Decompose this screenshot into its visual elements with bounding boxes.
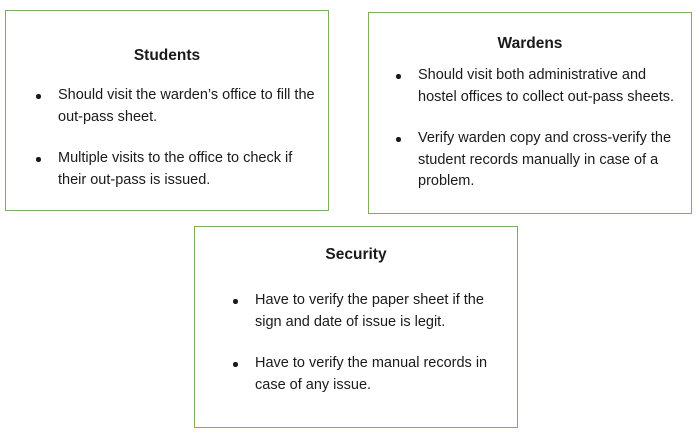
wardens-card: Wardens Should visit both administrative… [368, 12, 692, 214]
bullet-dot-icon [396, 74, 401, 79]
wardens-bullet-text: Verify warden copy and cross-verify the … [418, 130, 672, 189]
wardens-bullet-list: Should visit both administrative and hos… [396, 65, 681, 193]
students-card: Students Should visit the warden’s offic… [5, 10, 329, 211]
wardens-bullet-item: Should visit both administrative and hos… [396, 65, 681, 108]
students-bullet-list: Should visit the warden’s office to fill… [36, 85, 316, 191]
students-bullet-item: Multiple visits to the office to check i… [36, 148, 316, 191]
security-card: Security Have to verify the paper sheet … [194, 226, 518, 428]
students-title: Students [133, 47, 201, 64]
security-bullet-item: Have to verify the paper sheet if the si… [233, 290, 508, 333]
wardens-bullet-item: Verify warden copy and cross-verify the … [396, 128, 681, 193]
wardens-title: Wardens [497, 35, 563, 52]
students-bullet-text: Should visit the warden’s office to fill… [58, 87, 315, 125]
wardens-bullet-text: Should visit both administrative and hos… [418, 67, 675, 105]
security-title: Security [325, 246, 387, 263]
students-bullet-item: Should visit the warden’s office to fill… [36, 85, 316, 128]
security-bullet-item: Have to verify the manual records in cas… [233, 353, 508, 396]
bullet-dot-icon [396, 137, 401, 142]
security-bullet-list: Have to verify the paper sheet if the si… [233, 290, 508, 396]
bullet-dot-icon [36, 157, 41, 162]
bullet-dot-icon [233, 362, 238, 367]
security-bullet-text: Have to verify the manual records in cas… [255, 355, 488, 393]
security-bullet-text: Have to verify the paper sheet if the si… [255, 292, 484, 330]
bullet-dot-icon [36, 94, 41, 99]
students-bullet-text: Multiple visits to the office to check i… [58, 150, 293, 188]
bullet-dot-icon [233, 299, 238, 304]
